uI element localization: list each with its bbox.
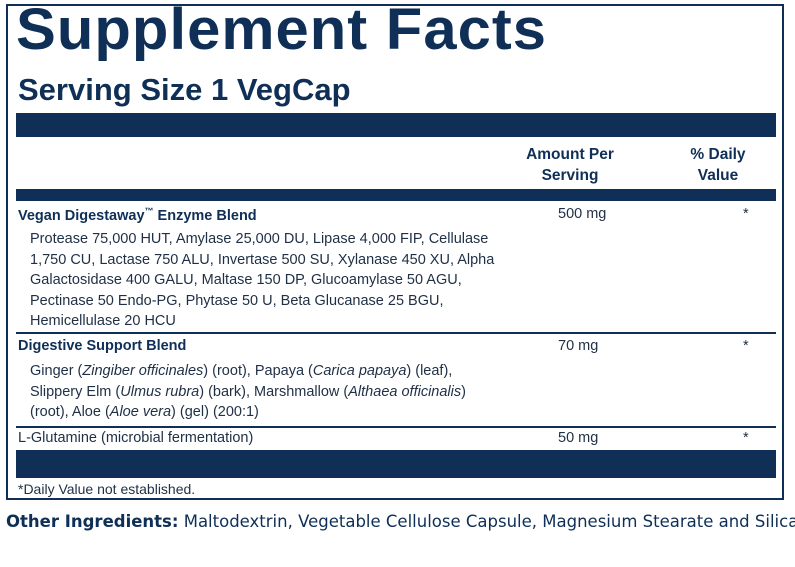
ingredient-name-part: Enzyme Blend	[153, 207, 257, 224]
desc-text: ) (root), Aloe (	[30, 383, 466, 421]
ingredient-daily-value: *	[743, 338, 749, 354]
ingredient-description: Protease 75,000 HUT, Amylase 25,000 DU, …	[30, 231, 495, 329]
desc-latin-name: Zingiber officinales	[82, 363, 204, 379]
ingredient-amount: 70 mg	[558, 338, 599, 354]
daily-value-footnote: *Daily Value not established.	[18, 481, 196, 497]
desc-latin-name: Aloe vera	[109, 404, 172, 420]
ingredient-amount: 50 mg	[558, 430, 599, 446]
other-ingredients-text: Maltodextrin, Vegetable Cellulose Capsul…	[178, 512, 795, 531]
other-ingredients-label: Other Ingredients:	[6, 512, 179, 531]
serving-size: Serving Size 1 VegCap	[18, 72, 351, 107]
ingredient-name-part: Vegan Digestaway	[18, 207, 145, 224]
desc-text: ) (gel) (200:1)	[171, 404, 259, 420]
desc-latin-name: Althaea officinalis	[348, 383, 462, 400]
column-header-dv-line1: % Daily	[690, 146, 746, 163]
supplement-facts-panel: Supplement Facts Serving Size 1 VegCap A…	[6, 0, 784, 500]
ingredient-row-enzyme-blend: Vegan Digestaway™ Enzyme Blend 500 mg * …	[16, 206, 776, 331]
ingredient-amount: 500 mg	[558, 206, 607, 222]
ingredient-daily-value: *	[743, 430, 749, 446]
desc-text: Ginger (	[30, 363, 83, 379]
ingredient-row-digestive-support: Digestive Support Blend 70 mg * Ginger (…	[16, 338, 776, 428]
ingredient-name: L-Glutamine (microbial fermentation)	[18, 430, 254, 446]
desc-text: ) (root), Papaya (	[203, 363, 313, 379]
divider-bar-bottom	[16, 450, 776, 478]
panel-title: Supplement Facts	[16, 0, 548, 62]
column-header-amount-line2: Serving	[541, 167, 599, 184]
other-ingredients: Other Ingredients: Maltodextrin, Vegetab…	[6, 512, 795, 531]
ingredient-daily-value: *	[743, 206, 749, 222]
column-header-dv-line2: Value	[697, 167, 739, 184]
desc-text: ) (leaf), Slippery Elm (	[30, 363, 453, 400]
desc-latin-name: Carica papaya	[312, 363, 407, 379]
ingredient-row-l-glutamine: L-Glutamine (microbial fermentation) 50 …	[16, 430, 776, 450]
column-header-amount-line1: Amount Per	[526, 146, 614, 163]
ingredient-description: Ginger (Zingiber officinales) (root), Pa…	[30, 361, 500, 423]
ingredient-name: Digestive Support Blend	[18, 338, 187, 354]
divider-bar-mid	[16, 189, 776, 201]
desc-latin-name: Ulmus rubra	[120, 383, 200, 400]
row-divider	[16, 332, 776, 334]
trademark-mark: ™	[144, 206, 154, 216]
row-divider	[16, 426, 776, 428]
desc-text: ) (bark), Marshmallow (	[199, 383, 349, 400]
column-header-amount: Amount Per Serving	[510, 144, 630, 186]
divider-bar-top	[16, 113, 776, 137]
column-header-daily-value: % Daily Value	[658, 144, 778, 186]
ingredient-name: Vegan Digestaway™ Enzyme Blend	[18, 206, 257, 224]
